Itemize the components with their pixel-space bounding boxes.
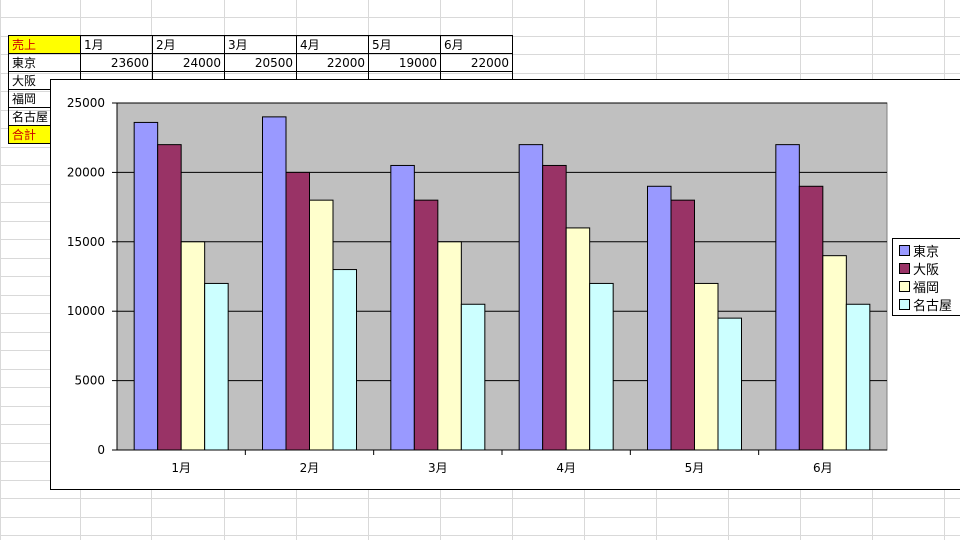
bar [133, 121, 159, 451]
y-tick-label: 0 [97, 443, 105, 457]
bar [542, 164, 567, 451]
legend-swatch-nagoya [899, 298, 910, 310]
bar [157, 144, 182, 451]
table-cell[interactable]: 22000 [296, 53, 369, 72]
plot-area [116, 102, 888, 451]
legend-label: 大阪 [913, 262, 940, 278]
bar [589, 282, 614, 451]
table-header-row: 売上 1月 2月 3月 4月 5月 6月 [8, 35, 513, 54]
table-cell[interactable]: 20500 [224, 53, 297, 72]
legend-swatch-osaka [899, 262, 910, 274]
x-tick-label: 5月 [685, 461, 705, 475]
chart-object[interactable]: 0 5000 10000 15000 20000 25000 1月 2月 3月 4月 5月 6月 東京… [50, 79, 960, 490]
bar [332, 269, 357, 451]
bar [518, 144, 544, 451]
y-tick-label: 10000 [67, 304, 105, 318]
bar [717, 317, 742, 451]
bar [670, 199, 695, 451]
y-tick-label: 5000 [74, 374, 105, 388]
y-tick-label: 20000 [67, 165, 105, 179]
bar [180, 241, 206, 451]
chart-legend[interactable]: 東京 大阪 福岡 名古屋 [892, 238, 960, 316]
bar [437, 241, 462, 451]
table-cell[interactable]: 22000 [440, 53, 513, 72]
bar [565, 227, 591, 451]
legend-label: 福岡 [913, 280, 940, 296]
bar [390, 164, 415, 451]
y-tick-label: 15000 [67, 235, 105, 249]
cell-month-1[interactable]: 1月 [80, 35, 153, 54]
bar [647, 185, 672, 451]
bar [822, 255, 847, 451]
y-tick-label: 25000 [67, 96, 105, 110]
legend-item: 大阪 [893, 259, 960, 278]
bar [413, 199, 439, 451]
x-tick-label: 2月 [300, 461, 320, 475]
table-cell[interactable]: 24000 [152, 53, 225, 72]
legend-swatch-fukuoka [899, 280, 910, 292]
bar [845, 303, 871, 451]
bar [694, 282, 719, 451]
bar [460, 303, 486, 451]
legend-item: 福岡 [893, 277, 960, 296]
table-row: 東京 23600 24000 20500 22000 19000 22000 [8, 53, 513, 72]
legend-label: 東京 [913, 244, 940, 260]
x-tick-label: 1月 [171, 461, 191, 475]
cell-month-3[interactable]: 3月 [224, 35, 297, 54]
x-tick-label: 4月 [556, 461, 576, 475]
table-cell[interactable]: 23600 [80, 53, 153, 72]
bar [285, 171, 310, 451]
bar [204, 282, 229, 451]
row-label[interactable]: 東京 [8, 53, 81, 72]
bar [798, 185, 824, 451]
legend-swatch-tokyo [899, 244, 910, 256]
legend-label: 名古屋 [913, 298, 953, 314]
cell-month-4[interactable]: 4月 [296, 35, 369, 54]
cell-month-5[interactable]: 5月 [368, 35, 441, 54]
bar-chart: 0 5000 10000 15000 20000 25000 1月 2月 3月 4月 5月 6月 [67, 96, 888, 475]
legend-item: 名古屋 [893, 295, 960, 314]
cell-month-2[interactable]: 2月 [152, 35, 225, 54]
bar [262, 116, 287, 451]
bar [775, 144, 800, 451]
cell-header-label[interactable]: 売上 [8, 35, 81, 54]
x-tick-label: 3月 [428, 461, 448, 475]
bar [309, 199, 334, 451]
cell-month-6[interactable]: 6月 [440, 35, 513, 54]
legend-item: 東京 [893, 241, 960, 260]
table-cell[interactable]: 19000 [368, 53, 441, 72]
x-tick-label: 6月 [813, 461, 833, 475]
